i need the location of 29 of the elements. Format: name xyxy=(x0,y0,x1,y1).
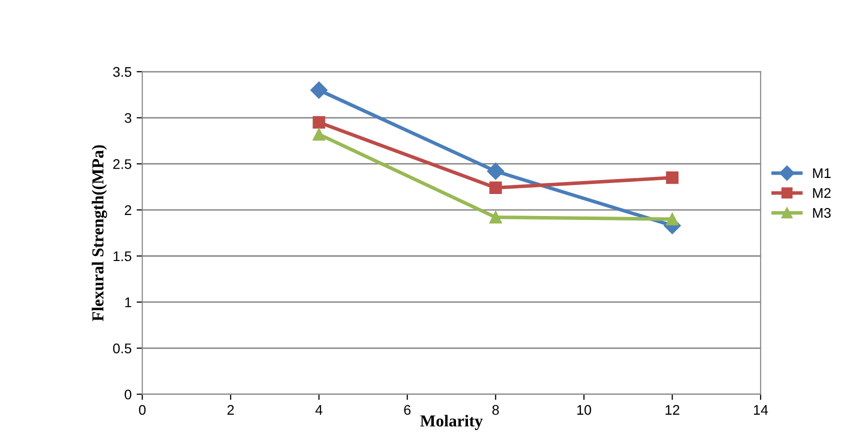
point xyxy=(487,162,504,180)
x-tick-label: 14 xyxy=(754,405,768,415)
legend-label: M1 xyxy=(813,168,831,178)
y-tick-label: 2 xyxy=(124,205,132,215)
x-tick-label: 8 xyxy=(492,405,499,415)
x-tick-label: 0 xyxy=(138,405,146,415)
y-tick-label: 2.5 xyxy=(113,159,132,170)
point xyxy=(310,82,328,99)
x-tick-label: 2 xyxy=(227,405,234,415)
x-tick-label: 10 xyxy=(577,405,592,415)
y-tick-label: 1.5 xyxy=(114,251,132,262)
point xyxy=(489,211,502,224)
point xyxy=(312,128,326,141)
point xyxy=(666,212,679,226)
point xyxy=(666,171,679,184)
y-axis-title: Flexural Strength((MPa) xyxy=(92,145,108,322)
y-tick-label: 3.5 xyxy=(113,67,132,77)
x-tick-label: 6 xyxy=(404,405,411,415)
y-tick-label: 3 xyxy=(124,113,132,123)
y-tick-label: 0.5 xyxy=(113,343,132,354)
legend-label: M3 xyxy=(813,208,831,218)
x-axis-title: Molarity xyxy=(420,414,483,430)
point xyxy=(312,116,326,129)
y-tick-label: 0 xyxy=(124,390,132,400)
point xyxy=(489,182,502,194)
y-tick-label: 1 xyxy=(125,298,132,308)
x-tick-label: 12 xyxy=(666,405,680,415)
x-tick-label: 4 xyxy=(315,405,322,415)
legend-label: M2 xyxy=(813,188,831,198)
